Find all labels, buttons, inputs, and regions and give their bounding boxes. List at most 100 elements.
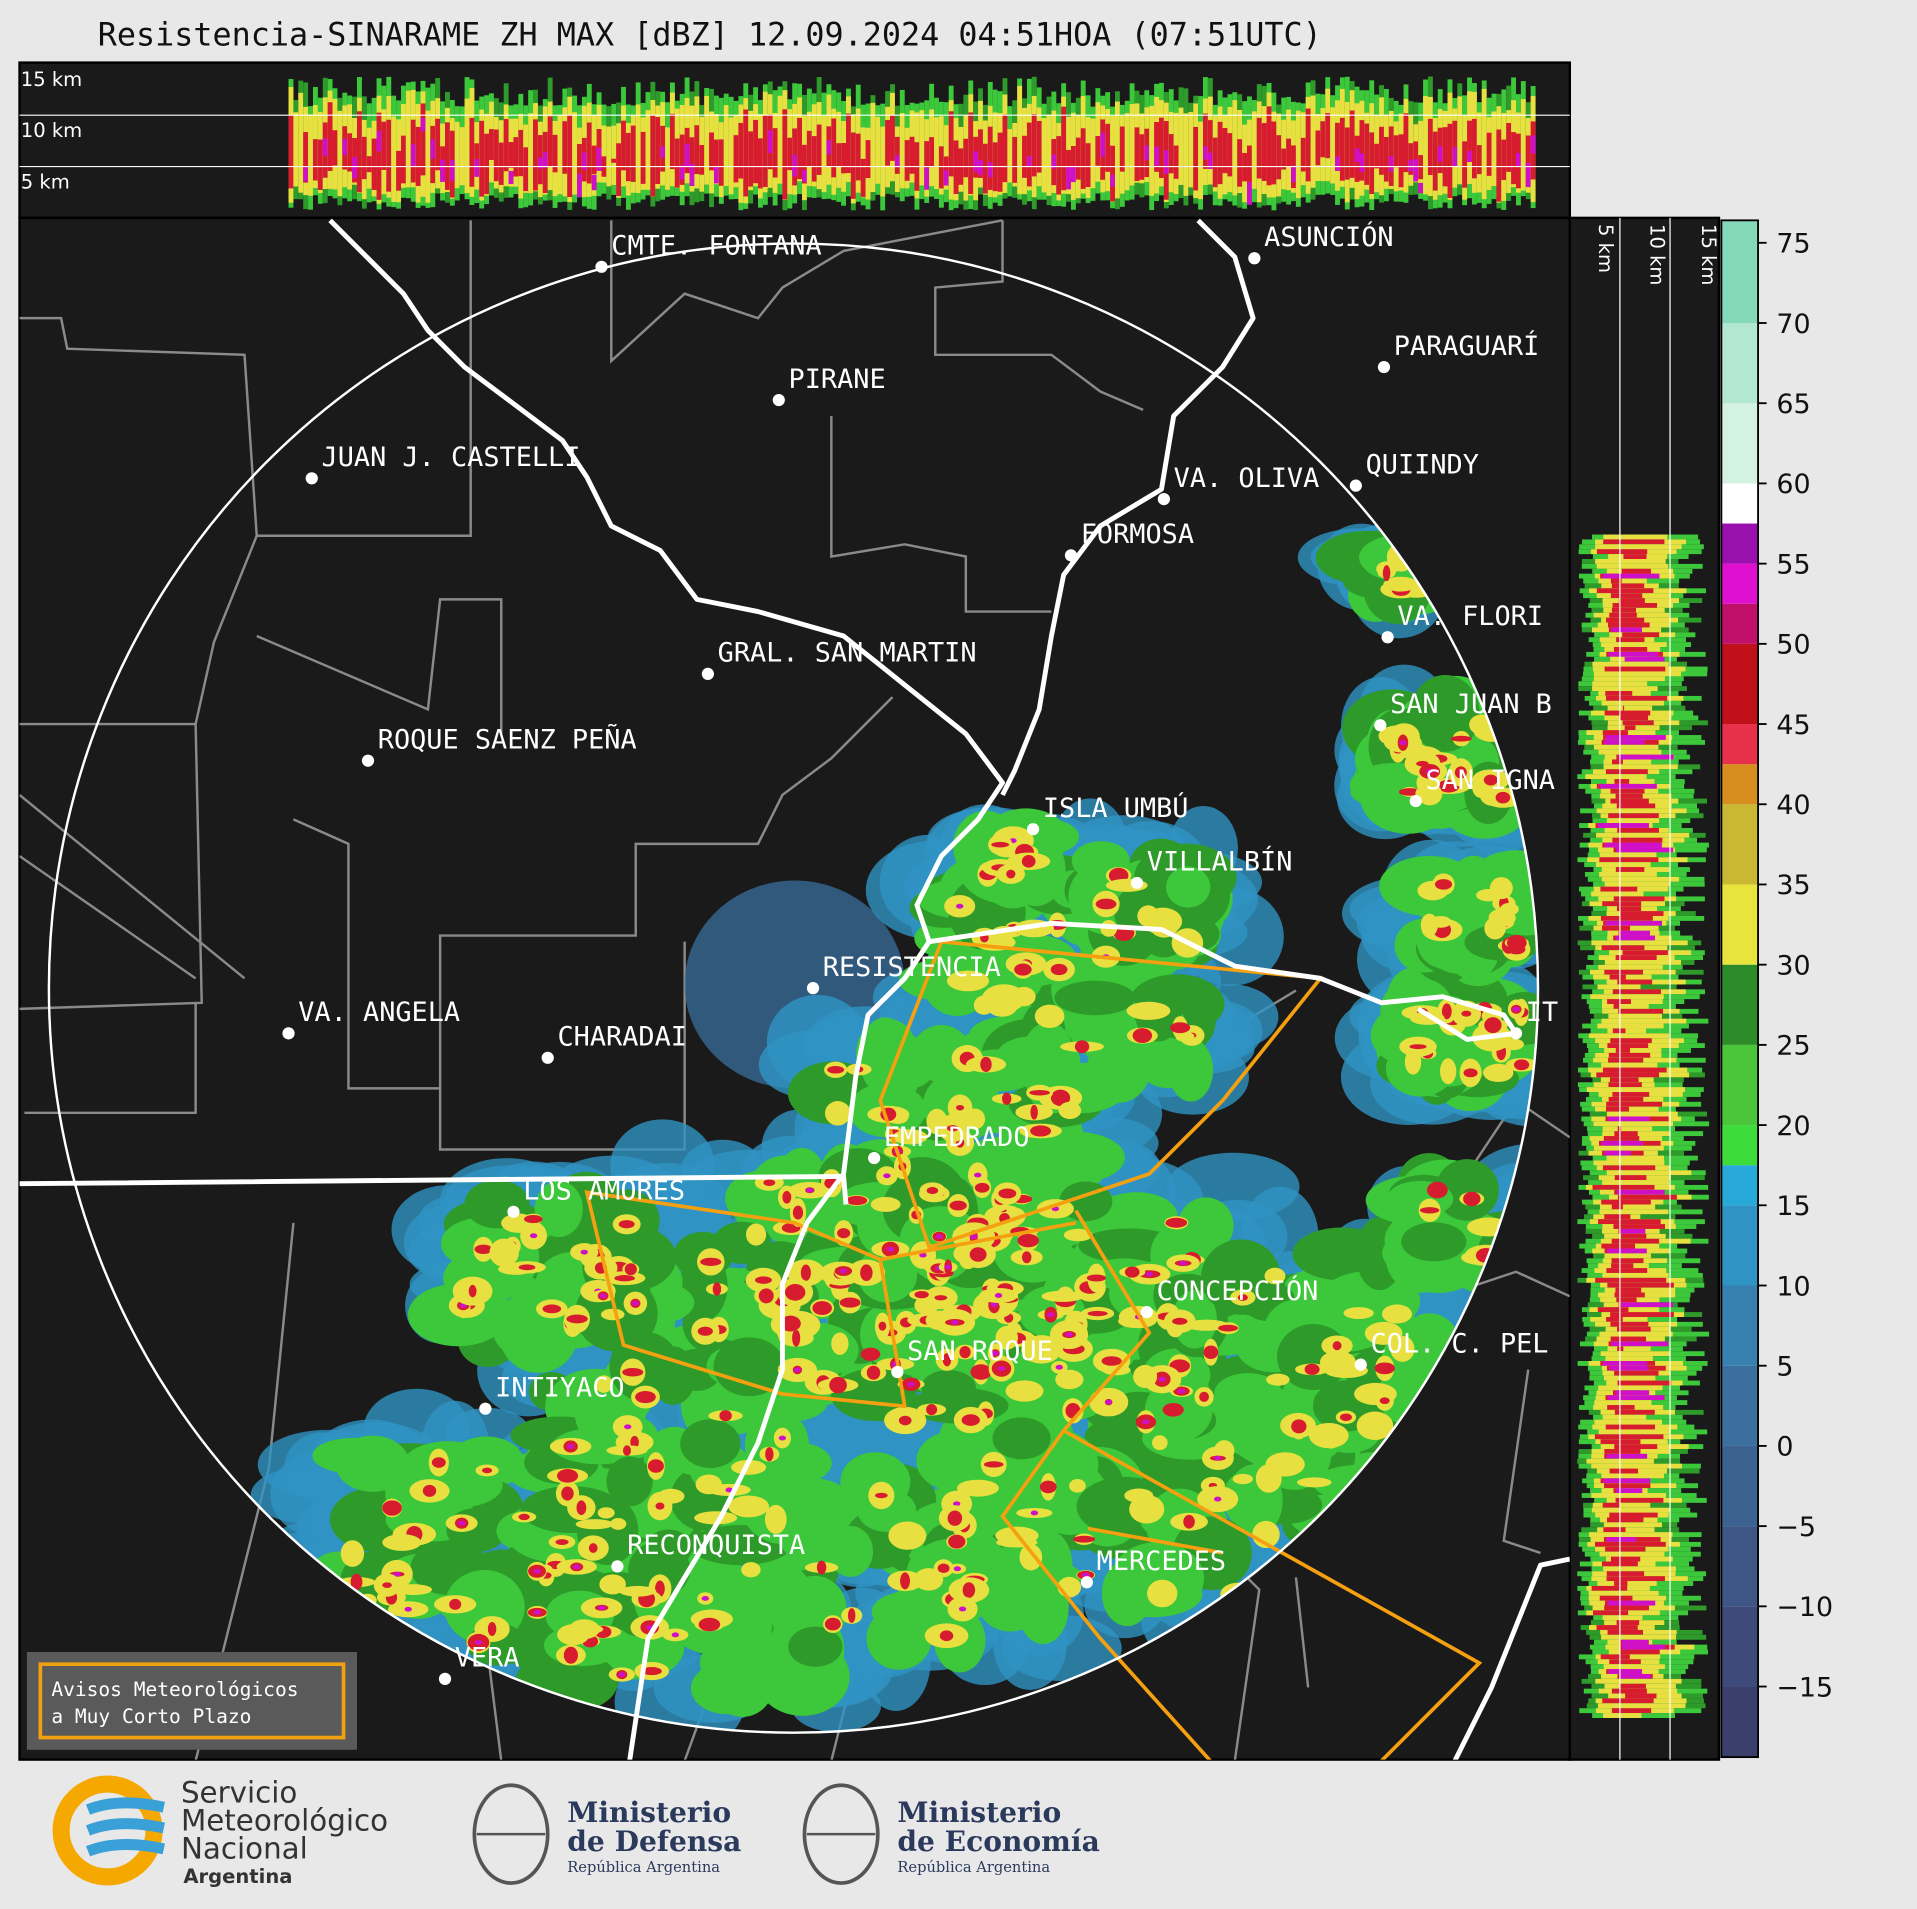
echo <box>1600 915 1653 921</box>
echo <box>1063 1228 1093 1242</box>
echo <box>425 110 431 203</box>
echo <box>322 138 328 157</box>
echo <box>953 1501 961 1507</box>
echo <box>599 1293 607 1299</box>
echo <box>1592 686 1658 692</box>
echo <box>1604 1048 1662 1053</box>
echo <box>1603 1566 1676 1572</box>
echo <box>1525 162 1531 188</box>
echo <box>973 151 979 172</box>
echo <box>1110 174 1115 187</box>
echo <box>1607 1116 1650 1122</box>
echo <box>533 1609 541 1615</box>
echo <box>1591 940 1688 946</box>
echo <box>948 1534 966 1549</box>
echo <box>767 130 773 153</box>
echo <box>1602 573 1660 579</box>
echo <box>1614 1409 1655 1415</box>
echo <box>713 166 719 184</box>
river-border <box>328 218 1005 1760</box>
echo <box>1339 1413 1352 1422</box>
place-dot <box>1248 252 1261 265</box>
echo <box>1616 637 1645 643</box>
echo <box>1601 1062 1658 1068</box>
echo <box>1426 768 1434 774</box>
echo <box>1605 691 1633 696</box>
echo <box>1001 1092 1012 1105</box>
tick-label: 60 <box>1776 469 1810 500</box>
echo <box>1595 862 1651 868</box>
place-dot <box>1157 492 1171 506</box>
echo <box>1608 1057 1644 1063</box>
echo <box>1609 974 1626 980</box>
echo <box>1441 1003 1452 1020</box>
echo <box>792 1329 801 1347</box>
echo <box>1322 1423 1341 1449</box>
echo <box>1610 788 1645 794</box>
echo <box>1608 1052 1651 1058</box>
place-label: ASUNCIÓN <box>1264 221 1393 253</box>
echo <box>1604 842 1662 848</box>
tick-label: 0 <box>1776 1432 1793 1463</box>
echo <box>1142 1419 1150 1425</box>
echo <box>628 1541 691 1598</box>
echo <box>1006 869 1016 879</box>
colorbar-frame <box>1720 219 1759 1759</box>
echo <box>1607 705 1653 711</box>
boundary <box>19 220 472 537</box>
echo <box>660 146 666 158</box>
echo <box>831 1332 849 1355</box>
echo <box>951 1319 959 1325</box>
logo-text: de Defensa <box>567 1825 741 1858</box>
echo <box>888 1521 927 1550</box>
echo <box>956 1479 999 1497</box>
echo <box>1614 1131 1638 1137</box>
echo <box>1597 1023 1664 1029</box>
echo <box>731 1459 767 1475</box>
echo <box>657 1488 685 1504</box>
place-dot <box>595 260 608 273</box>
echo <box>533 1568 541 1574</box>
place-label: RECONQUISTA <box>627 1530 805 1561</box>
echo <box>591 174 597 191</box>
echo <box>630 1435 639 1449</box>
echo <box>1596 549 1648 555</box>
notice-text: Avisos Meteorológicos <box>51 1678 298 1701</box>
echo <box>1139 134 1145 180</box>
echo <box>1110 145 1115 202</box>
echo <box>555 1539 569 1545</box>
tick-label: 40 <box>1776 790 1810 821</box>
echo <box>865 140 871 179</box>
echo <box>1217 121 1223 185</box>
place-label: QUIINDY <box>1366 449 1479 480</box>
echo <box>1359 120 1365 181</box>
echo <box>1090 118 1096 189</box>
echo <box>870 102 876 192</box>
echo <box>698 1617 721 1632</box>
echo <box>1085 143 1091 188</box>
echo <box>474 159 480 177</box>
echo <box>718 139 724 186</box>
echo <box>1620 1683 1646 1689</box>
echo <box>1603 1136 1640 1141</box>
echo <box>1602 1414 1647 1420</box>
color-band <box>1721 220 1759 324</box>
echo <box>929 137 935 168</box>
echo <box>1381 1304 1413 1324</box>
echo <box>1511 132 1516 185</box>
color-band <box>1721 764 1759 805</box>
echo <box>1129 1494 1165 1524</box>
echo <box>1606 1170 1692 1176</box>
tick-label: 25 <box>1776 1031 1810 1062</box>
echo <box>595 1375 613 1393</box>
echo <box>1207 120 1213 168</box>
echo <box>621 120 626 171</box>
echo <box>647 1459 664 1473</box>
echo <box>1612 1028 1626 1034</box>
echo <box>1454 766 1467 779</box>
echo <box>1374 143 1380 169</box>
place-dot <box>772 393 785 407</box>
color-band <box>1721 1365 1759 1446</box>
tick-label: 65 <box>1776 389 1810 420</box>
echo <box>1607 999 1631 1005</box>
